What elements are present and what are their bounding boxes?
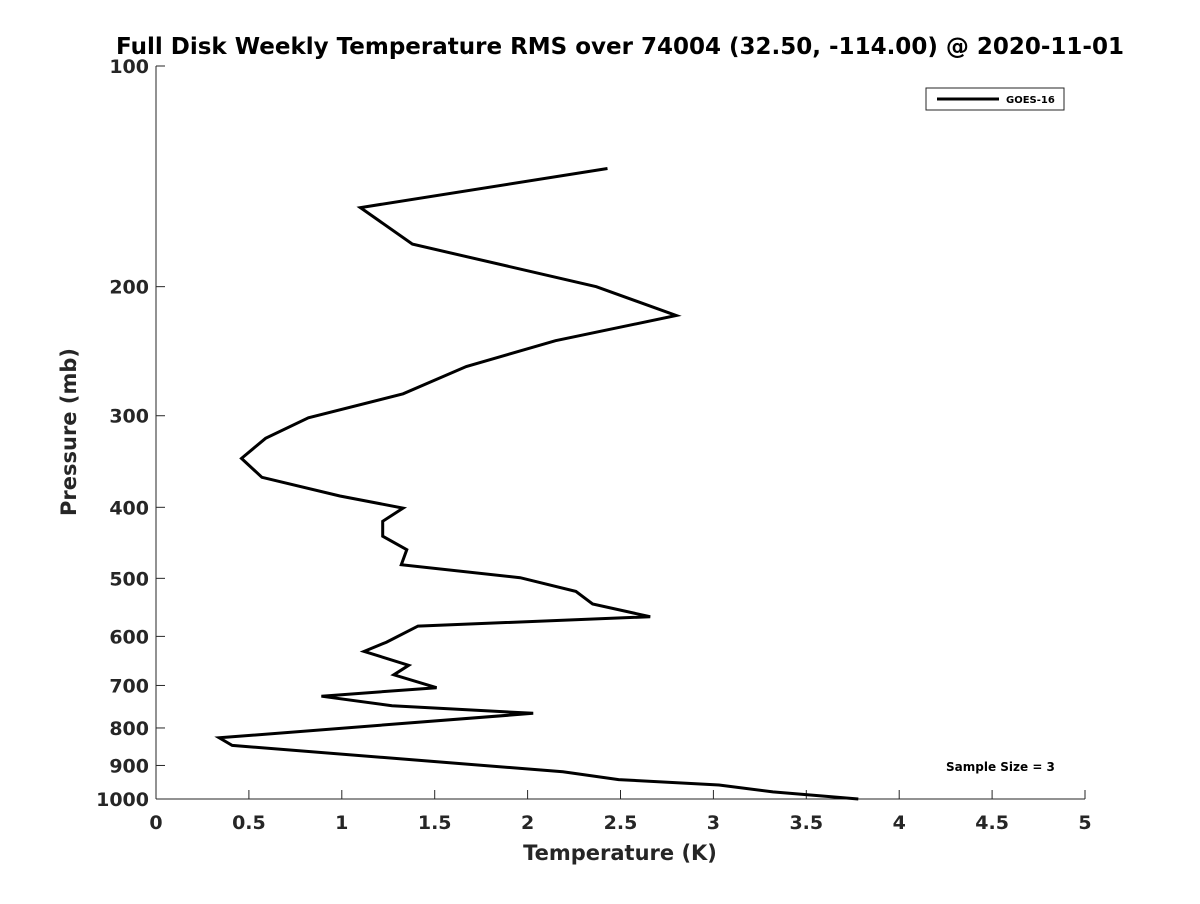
chart-title: Full Disk Weekly Temperature RMS over 74… (116, 34, 1124, 60)
y-tick-label: 1000 (96, 789, 149, 811)
x-tick-label: 0.5 (232, 812, 266, 834)
x-axis-label: Temperature (K) (523, 841, 717, 865)
x-tick-label: 0 (149, 812, 162, 834)
y-tick-label: 800 (109, 718, 149, 740)
series-layer (214, 167, 859, 801)
y-tick-label: 300 (109, 406, 149, 428)
y-tick-label: 500 (109, 568, 149, 590)
y-ticks: 100 200 300 400 500 600 700 800 900 1000 (96, 56, 165, 811)
x-tick-label: 3 (707, 812, 720, 834)
legend-entry-goes-16: GOES-16 (1006, 95, 1055, 106)
x-tick-label: 4 (893, 812, 906, 834)
y-tick-label: 200 (109, 277, 149, 299)
x-tick-label: 1.5 (418, 812, 452, 834)
x-tick-label: 3.5 (789, 812, 823, 834)
x-tick-label: 2.5 (604, 812, 638, 834)
y-tick-label: 400 (109, 497, 149, 519)
y-tick-label: 900 (109, 755, 149, 777)
x-tick-label: 4.5 (975, 812, 1009, 834)
y-tick-label: 600 (109, 626, 149, 648)
y-tick-label: 700 (109, 675, 149, 697)
series-line-goes-16 (214, 167, 859, 801)
x-tick-label: 5 (1078, 812, 1091, 834)
x-ticks: 0 0.5 1 1.5 2 2.5 3 3.5 4 4.5 5 (149, 790, 1092, 834)
y-tick-label: 100 (109, 56, 149, 78)
plot-axes (155, 66, 1085, 800)
legend: GOES-16 (925, 87, 1065, 111)
x-tick-label: 1 (335, 812, 348, 834)
sample-size-annotation: Sample Size = 3 (946, 760, 1055, 774)
x-tick-label: 2 (521, 812, 534, 834)
y-axis-label: Pressure (mb) (57, 348, 81, 516)
